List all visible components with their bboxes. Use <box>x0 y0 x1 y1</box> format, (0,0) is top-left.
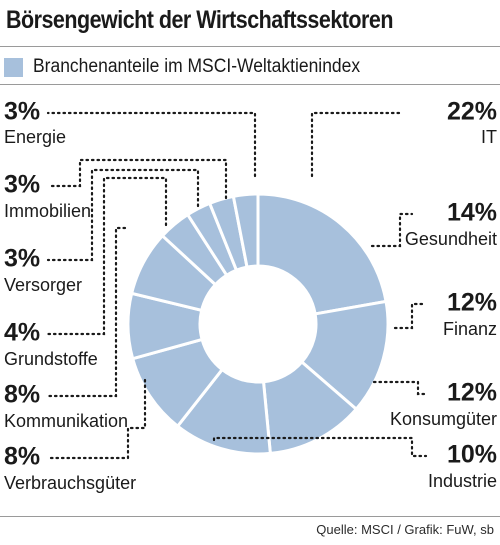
leader-versorger <box>46 168 200 262</box>
category-label-industrie: Industrie <box>428 471 497 491</box>
value-label-gesundheit: 14% <box>447 199 497 227</box>
chart-title: Börsengewicht der Wirtschaftssektoren <box>6 6 393 34</box>
value-label-verbrauchsguter: 8% <box>4 443 40 471</box>
value-label-it: 22% <box>447 98 497 126</box>
value-label-energie: 3% <box>4 98 40 126</box>
title-rule <box>0 46 500 47</box>
footer-rule <box>0 516 500 517</box>
legend: Branchenanteile im MSCI-Weltaktienindex <box>4 56 389 78</box>
category-label-verbrauchsguter: Verbrauchsgüter <box>4 473 136 493</box>
value-label-versorger: 3% <box>4 245 40 273</box>
value-label-konsumguter: 12% <box>447 379 497 407</box>
category-label-immobilien: Immobilien <box>4 201 91 221</box>
value-label-grundstoffe: 4% <box>4 319 40 347</box>
leader-it <box>310 111 402 178</box>
category-label-grundstoffe: Grundstoffe <box>4 349 98 369</box>
category-label-konsumguter: Konsumgüter <box>390 409 497 429</box>
leader-gesundheit <box>370 212 414 248</box>
leader-industrie <box>212 436 428 458</box>
leader-verbrauchsguter <box>46 378 147 460</box>
slice-energie <box>231 192 260 269</box>
category-label-energie: Energie <box>4 127 66 147</box>
leader-kommunikation <box>46 226 127 398</box>
source-note: Quelle: MSCI / Grafik: FuW, sb <box>316 522 494 537</box>
legend-swatch <box>4 57 23 77</box>
category-label-kommunikation: Kommunikation <box>4 411 128 431</box>
category-label-finanz: Finanz <box>443 319 497 339</box>
category-label-gesundheit: Gesundheit <box>405 229 497 249</box>
leader-grundstoffe <box>46 176 168 336</box>
value-label-immobilien: 3% <box>4 171 40 199</box>
leader-energie <box>46 111 257 178</box>
leader-finanz <box>393 302 428 330</box>
leader-immobilien <box>46 158 228 200</box>
slice-it <box>256 192 388 316</box>
category-label-it: IT <box>481 127 497 147</box>
legend-rule <box>0 84 500 85</box>
leader-konsumguter <box>372 380 428 396</box>
value-label-finanz: 12% <box>447 289 497 317</box>
value-label-industrie: 10% <box>447 441 497 469</box>
value-label-kommunikation: 8% <box>4 381 40 409</box>
legend-label: Branchenanteile im MSCI-Weltaktienindex <box>33 56 361 77</box>
category-label-versorger: Versorger <box>4 275 82 295</box>
